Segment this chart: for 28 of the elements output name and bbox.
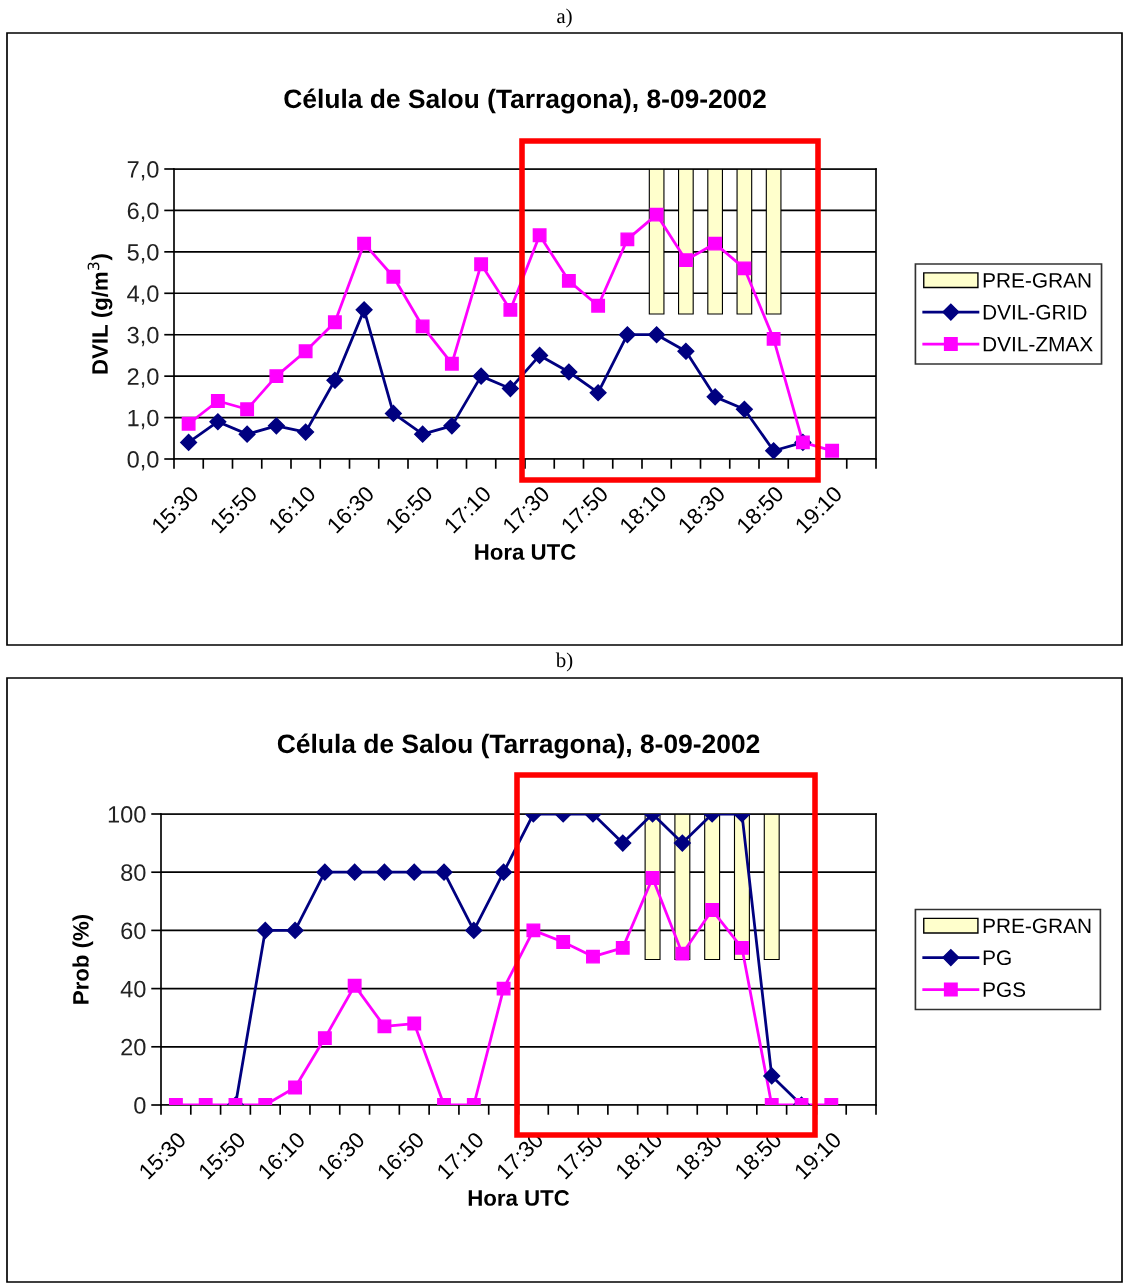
legend-label: PGS [983,982,1026,998]
y-tick-label: 5,0 [127,243,159,264]
y-tick-label: 1,0 [128,409,159,430]
y-tick-label: 0,0 [127,451,159,471]
y-tick-label: 40 [120,980,146,998]
y-tick-label: 4,0 [127,285,159,305]
y-tick-label: 2,0 [127,368,159,388]
y-tick-label: 80 [121,864,146,881]
y-axis-title: DVIL (g/m$^{3}$) [87,254,113,374]
legend-label: DVIL-GRID [983,304,1087,320]
text: b) [555,652,573,672]
x-axis-title: Hora UTC [475,544,576,560]
legend-label: PG [983,950,1011,966]
legend-label: DVIL-ZMAX [983,336,1093,352]
y-tick-label: 6,0 [127,202,159,223]
chart-title: Célula de Salou (Tarragona), 8-09-2002 [284,88,766,114]
legend-label: PRE-GRAN [983,918,1091,934]
text: a) [557,8,572,28]
x-axis-title: Hora UTC [468,1190,570,1206]
legend-label: PRE-GRAN [983,272,1091,288]
y-tick-label: 60 [121,922,146,940]
y-tick-label: 3,0 [127,326,159,347]
y-tick-label: 7,0 [127,161,159,181]
y-axis-title: Prob (%) [72,914,94,1004]
y-tick-label: 20 [121,1038,146,1056]
y-tick-label: 0 [134,1097,146,1114]
chart-title: Célula de Salou (Tarragona), 8-09-2002 [277,733,760,759]
y-tick-label: 100 [108,806,146,823]
